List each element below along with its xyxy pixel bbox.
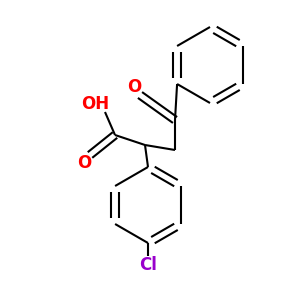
Text: O: O (77, 154, 91, 172)
Text: O: O (127, 78, 141, 96)
Text: OH: OH (81, 95, 109, 113)
Text: Cl: Cl (139, 256, 157, 274)
